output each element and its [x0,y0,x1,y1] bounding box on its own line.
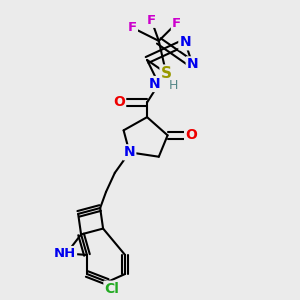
Text: N: N [179,35,191,50]
Text: S: S [160,66,172,81]
Text: F: F [128,21,137,34]
Text: Cl: Cl [104,282,119,296]
Text: F: F [172,17,181,30]
Text: NH: NH [54,247,76,260]
Text: O: O [113,95,125,110]
Text: N: N [148,77,160,91]
Text: O: O [185,128,197,142]
Text: H: H [169,79,178,92]
Text: F: F [147,14,156,27]
Text: N: N [124,145,135,159]
Text: N: N [187,57,198,71]
